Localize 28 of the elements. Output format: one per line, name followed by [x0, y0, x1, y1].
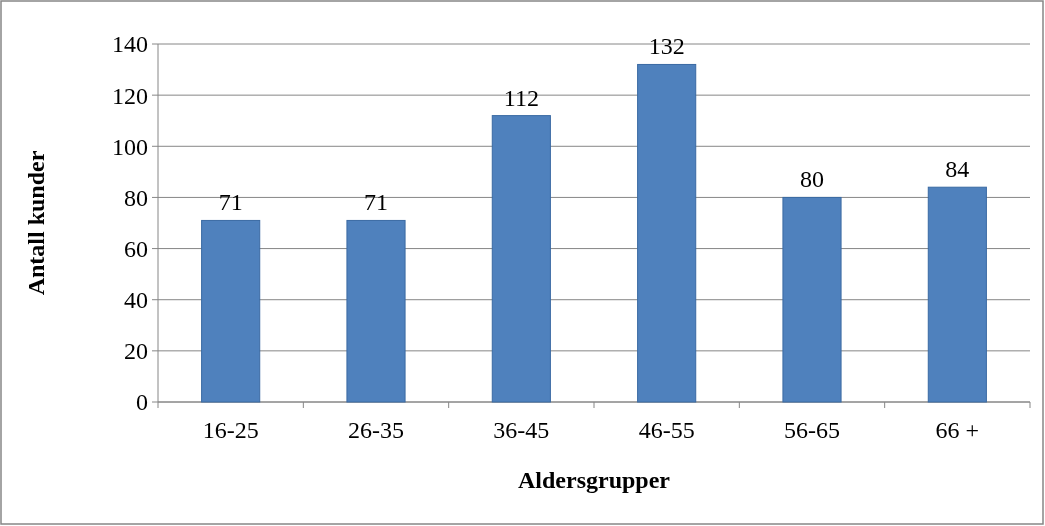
x-tick-label: 46-55 [638, 417, 695, 443]
data-label: 71 [218, 189, 243, 216]
bar [201, 219, 261, 403]
x-tick-label: 56-65 [784, 417, 840, 443]
data-label: 84 [945, 156, 970, 183]
x-tick-label: 66 + [935, 417, 980, 443]
x-tick-label: 16-25 [202, 417, 259, 443]
bar [346, 219, 406, 403]
y-axis-title: Antall kunder [23, 150, 49, 296]
x-tick-label: 26-35 [348, 417, 404, 443]
x-tick-label: 36-45 [493, 417, 550, 443]
bar [927, 186, 987, 403]
data-label: 112 [503, 84, 539, 111]
y-tick-label: 0 [136, 389, 148, 416]
data-label: 71 [364, 189, 388, 216]
y-tick-label: 40 [124, 287, 148, 314]
data-label: 80 [800, 166, 824, 193]
y-tick-label: 80 [124, 184, 148, 211]
x-axis-title: Aldersgrupper [518, 467, 671, 493]
bar [637, 63, 697, 403]
y-tick-label: 100 [112, 133, 148, 160]
bar [782, 196, 842, 403]
y-tick-label: 60 [124, 235, 148, 262]
y-tick-label: 120 [112, 82, 148, 109]
data-label: 132 [648, 33, 685, 60]
bar [491, 115, 551, 403]
y-tick-label: 20 [124, 338, 148, 365]
y-tick-label: 140 [112, 31, 148, 58]
